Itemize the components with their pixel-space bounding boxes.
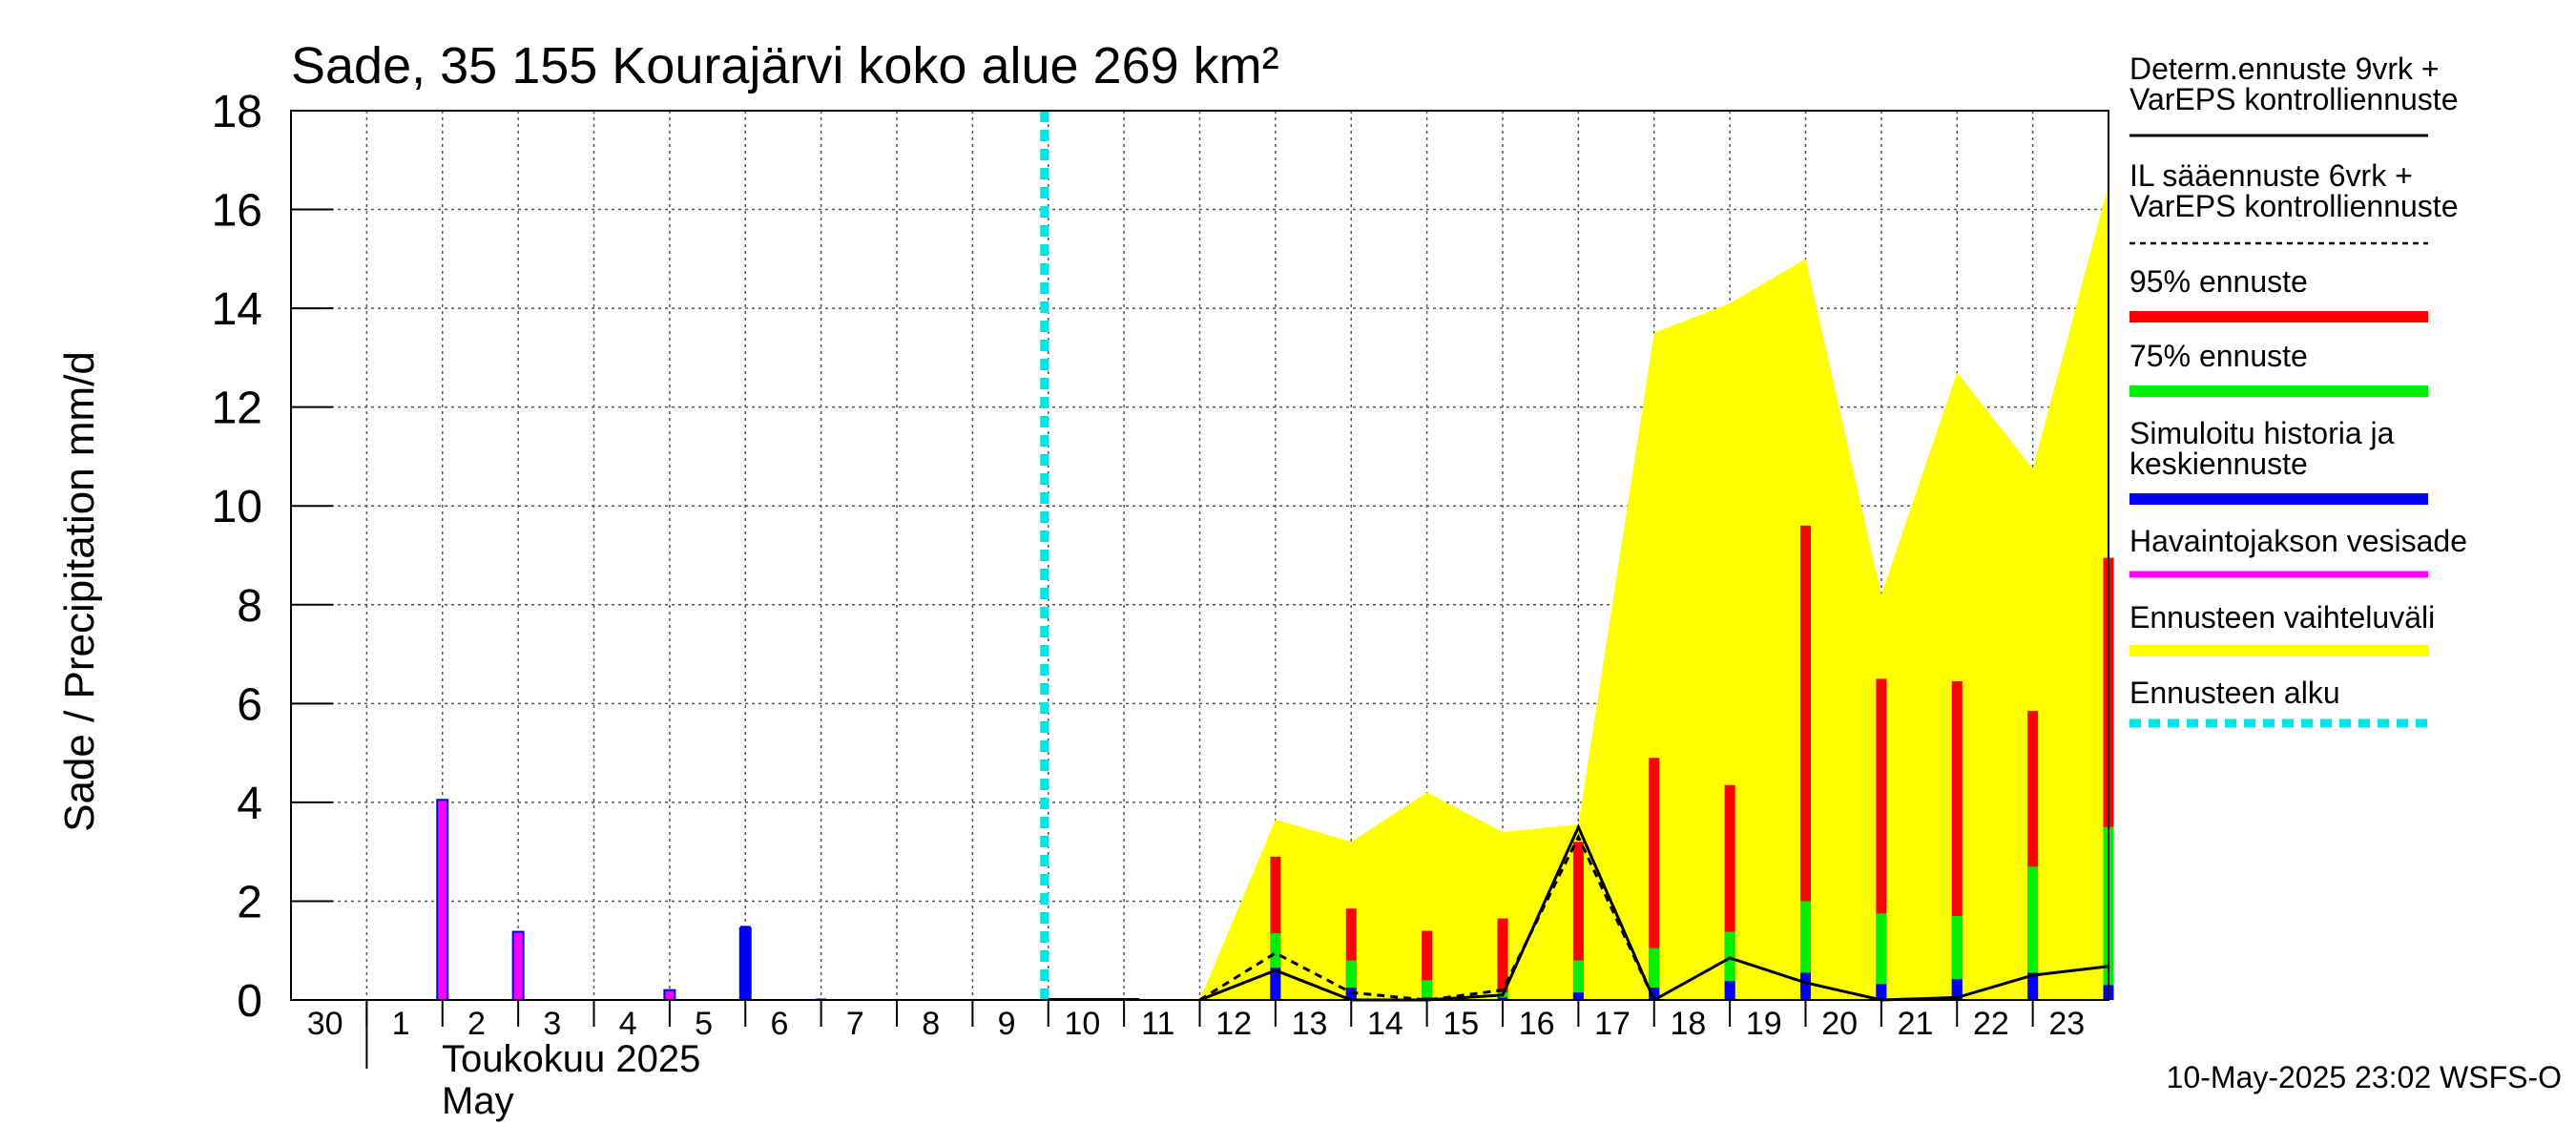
legend-label: Simuloitu historia ja: [2129, 416, 2395, 450]
x-tick-labels: 30 1 2 3 4 5 6 7 8 9 10 11 12 13 14 15 16 17 18 19 20 21 22 23: [307, 1006, 2085, 1042]
forecast-p95-bar: [2027, 711, 2039, 1000]
legend-label: 75% ennuste: [2129, 339, 2308, 373]
forecast-p95-bar: [1270, 856, 1281, 1000]
legend-label: IL sääennuste 6vrk +: [2129, 158, 2413, 193]
legend-label: Ennusteen vaihteluväli: [2129, 600, 2435, 635]
x-tick-label: 5: [695, 1006, 713, 1042]
y-tick-label: 8: [237, 581, 262, 632]
x-tick-label: 21: [1898, 1006, 1934, 1042]
forecast-median-bar: [1724, 981, 1735, 1000]
legend-item: 95% ennuste: [2129, 264, 2428, 323]
y-tick-label: 0: [237, 976, 262, 1027]
forecast-median-bar: [1572, 992, 1584, 1000]
forecast-p75-bar: [1951, 915, 1963, 1000]
x-tick-label: 23: [2048, 1006, 2085, 1042]
forecast-p75-bar: [1422, 980, 1433, 1000]
x-tick-label: 7: [846, 1006, 864, 1042]
forecast-p95-bar: [1951, 681, 1963, 1000]
forecast-p75-bar: [1876, 913, 1887, 1000]
y-tick-label: 10: [212, 482, 262, 532]
forecast-p95-bar: [1497, 918, 1508, 1000]
forecast-p95-bar: [1724, 784, 1735, 1000]
legend-label: Ennusteen alku: [2129, 676, 2340, 710]
legend-item: Havaintojakson vesisade: [2129, 524, 2467, 578]
y-tick-labels: 0 2 4 6 8 10 12 14 16 18: [212, 87, 262, 1027]
forecast-median-bar: [1951, 979, 1963, 1000]
y-tick-label: 14: [212, 284, 262, 335]
legend-item: Ennusteen vaihteluväli: [2129, 600, 2435, 656]
forecast-median-bar: [2027, 972, 2039, 1000]
x-tick-label: 16: [1519, 1006, 1555, 1042]
x-tick-label: 8: [922, 1006, 940, 1042]
legend-label: 95% ennuste: [2129, 264, 2308, 299]
month-label-en: May: [442, 1080, 514, 1122]
legend-item: 75% ennuste: [2129, 339, 2428, 397]
simulated-history-bar: [739, 926, 751, 1000]
x-tick-label: 13: [1292, 1006, 1328, 1042]
x-tick-label: 17: [1594, 1006, 1631, 1042]
legend-label: keskiennuste: [2129, 447, 2308, 481]
forecast-p75-bar: [1572, 960, 1584, 1000]
legend-item: Ennusteen alku: [2129, 676, 2428, 728]
forecast-p95-bar: [1572, 842, 1584, 1000]
x-tick-label: 14: [1367, 1006, 1403, 1042]
legend: Determ.ennuste 9vrk +VarEPS kontrollienn…: [2129, 52, 2467, 728]
month-label-fi: Toukokuu 2025: [442, 1038, 700, 1080]
chart-title: Sade, 35 155 Kourajärvi koko alue 269 km…: [291, 37, 1279, 94]
forecast-p75-bar: [1345, 960, 1357, 1000]
forecast-p75-bar: [2027, 866, 2039, 1000]
x-tick-label: 20: [1821, 1006, 1858, 1042]
x-tick-label: 6: [770, 1006, 788, 1042]
legend-label: Determ.ennuste 9vrk +: [2129, 52, 2440, 86]
il-forecast-line: [1198, 833, 1656, 1002]
forecast-p95-bar: [1876, 678, 1887, 1000]
forecast-median-bar: [1270, 968, 1281, 1000]
forecast-median-bar: [1497, 997, 1508, 1000]
legend-label: VarEPS kontrolliennuste: [2129, 82, 2458, 116]
x-tick-label: 12: [1215, 1006, 1252, 1042]
x-tick-label: 30: [307, 1006, 343, 1042]
forecast-p95-bar: [1649, 758, 1660, 1000]
y-axis-label: Sade / Precipitation mm/d: [56, 351, 103, 832]
y-tick-label: 4: [237, 779, 262, 829]
x-tick-label: 10: [1065, 1006, 1101, 1042]
x-tick-label: 18: [1671, 1006, 1707, 1042]
plot-frame: [290, 110, 2109, 1069]
x-tick-label: 19: [1746, 1006, 1782, 1042]
observed-bar: [663, 989, 676, 1001]
observed-bar: [436, 799, 449, 1001]
y-tick-label: 6: [237, 679, 262, 730]
forecast-p75-bar: [1724, 931, 1735, 1000]
y-tick-label: 2: [237, 877, 262, 927]
legend-label: VarEPS kontrolliennuste: [2129, 189, 2458, 223]
forecast-p95-bar: [1422, 930, 1433, 1000]
footer-timestamp: 10-May-2025 23:02 WSFS-O: [2167, 1060, 2562, 1094]
forecast-median-bar: [1876, 984, 1887, 1000]
forecast-p95-bar: [1345, 908, 1357, 1000]
x-tick-label: 22: [1973, 1006, 2009, 1042]
grid-lines: [291, 111, 2109, 1000]
forecast-p75-bar: [1800, 901, 1811, 1000]
x-tick-label: 4: [619, 1006, 637, 1042]
x-tick-label: 11: [1141, 1006, 1174, 1042]
y-tick-label: 18: [212, 87, 262, 137]
legend-item: IL sääennuste 6vrk + VarEPS kontrollienn…: [2129, 158, 2458, 245]
forecast-p75-bar: [1649, 947, 1660, 1000]
forecast-p75-bar: [1270, 933, 1281, 1000]
legend-item: Determ.ennuste 9vrk +VarEPS kontrollienn…: [2129, 52, 2458, 137]
observed-bar: [511, 930, 525, 1002]
forecast-median-bar: [1800, 972, 1811, 1000]
x-tick-label: 3: [543, 1006, 561, 1042]
forecast-median-bar: [1649, 988, 1660, 1000]
legend-label: Havaintojakson vesisade: [2129, 524, 2467, 558]
x-tick-label: 9: [998, 1006, 1016, 1042]
x-tick-label: 1: [392, 1006, 410, 1042]
y-tick-label: 12: [212, 384, 262, 434]
forecast-p95-bar: [1800, 525, 1811, 1000]
x-tick-label: 15: [1443, 1006, 1479, 1042]
x-tick-label: 2: [467, 1006, 486, 1042]
y-tick-label: 16: [212, 186, 262, 237]
